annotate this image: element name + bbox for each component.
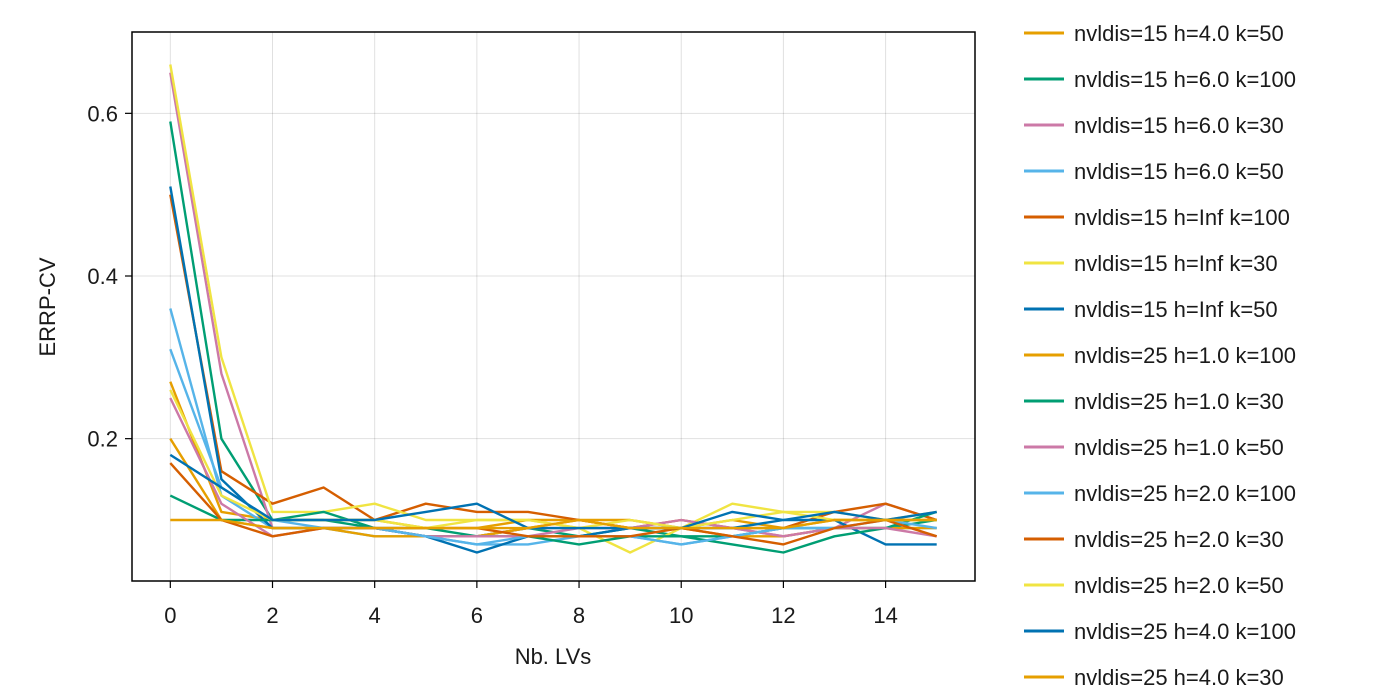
x-axis-label: Nb. LVs (515, 644, 592, 669)
legend-entry: nvldis=15 h=Inf k=30 (1074, 251, 1278, 276)
x-tick-label: 14 (873, 603, 897, 628)
series-line (169, 121, 937, 538)
legend: nvldis=15 h=4.0 k=50 nvldis=15 h=6.0 k=10… (1024, 21, 1296, 690)
legend-entry: nvldis=15 h=6.0 k=50 (1074, 159, 1284, 184)
series-line (169, 72, 938, 538)
series-line (170, 518, 937, 530)
legend-entry: nvldis=25 h=4.0 k=30 (1074, 665, 1284, 690)
y-tick-label: 0.4 (87, 264, 118, 289)
legend-entry: nvldis=15 h=6.0 k=100 (1074, 67, 1296, 92)
legend-entry: nvldis=25 h=4.0 k=100 (1074, 619, 1296, 644)
x-tick-label: 6 (471, 603, 483, 628)
legend-entry: nvldis=15 h=4.0 k=50 (1074, 21, 1284, 46)
x-tick-label: 0 (164, 603, 176, 628)
legend-entry: nvldis=15 h=Inf k=50 (1074, 297, 1278, 322)
series-line (169, 308, 937, 546)
x-tick-label: 10 (669, 603, 693, 628)
series-line (169, 381, 937, 530)
legend-entry: nvldis=25 h=2.0 k=30 (1074, 527, 1284, 552)
legend-entry: nvldis=15 h=Inf k=100 (1074, 205, 1290, 230)
legend-entry: nvldis=25 h=2.0 k=50 (1074, 573, 1284, 598)
legend-entry: nvldis=25 h=2.0 k=100 (1074, 481, 1296, 506)
series-line (169, 194, 938, 530)
x-tick-label: 4 (369, 603, 381, 628)
series-line (169, 453, 937, 530)
legend-entry: nvldis=15 h=6.0 k=30 (1074, 113, 1284, 138)
plot-frame (131, 31, 976, 582)
series-line (169, 494, 938, 554)
series-line (169, 389, 937, 530)
y-tick-label: 0.6 (87, 101, 118, 126)
series-lines (169, 64, 938, 554)
grid-lines (132, 32, 975, 581)
x-tick-label: 12 (771, 603, 795, 628)
y-tick-label: 0.2 (87, 427, 118, 452)
x-ticks: 0 2 4 6 8 10 12 14 (164, 581, 898, 628)
series-line (169, 64, 937, 554)
legend-entry: nvldis=25 h=1.0 k=50 (1074, 435, 1284, 460)
y-ticks: 0.2 0.4 0.6 (87, 101, 132, 452)
x-tick-label: 8 (573, 603, 585, 628)
y-axis-label: ERRP-CV (35, 257, 60, 356)
x-tick-label: 2 (266, 603, 278, 628)
legend-entry: nvldis=25 h=1.0 k=30 (1074, 389, 1284, 414)
legend-entry: nvldis=25 h=1.0 k=100 (1074, 343, 1296, 368)
series-line (169, 462, 938, 546)
series-line (169, 186, 937, 554)
